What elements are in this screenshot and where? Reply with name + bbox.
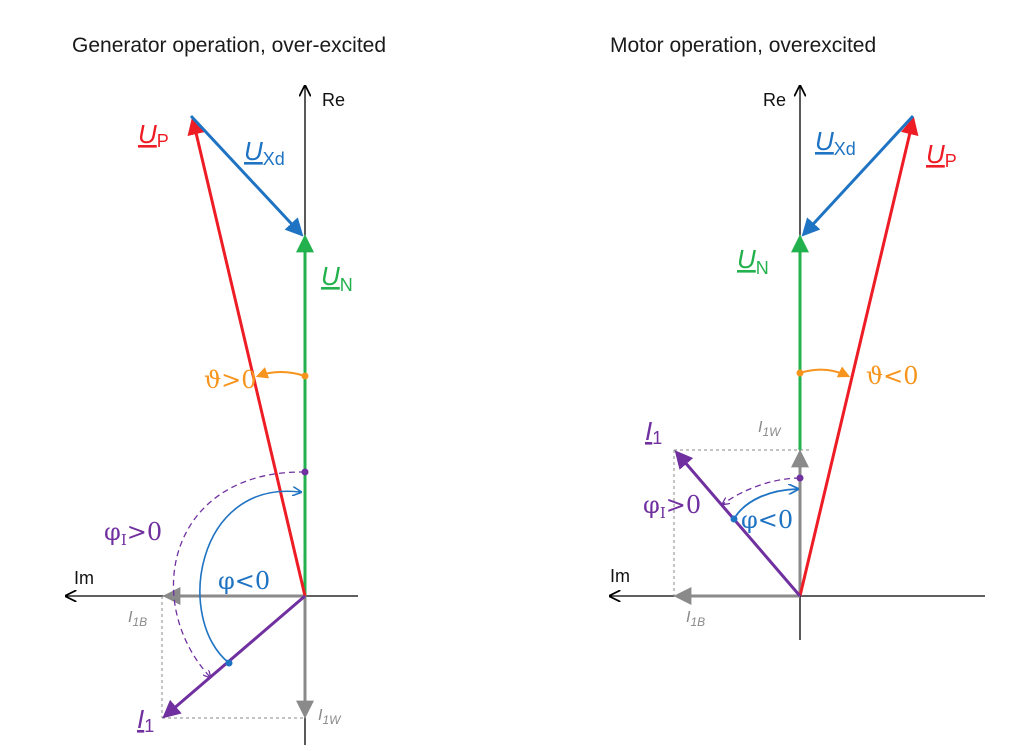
i1-label: I1 bbox=[137, 704, 154, 736]
up-label-main: U bbox=[138, 119, 157, 149]
uxd-phasor bbox=[189, 114, 304, 237]
theta-arc bbox=[799, 366, 851, 378]
uxd-label-sub: Xd bbox=[834, 139, 856, 159]
un-label-main: U bbox=[737, 244, 756, 274]
motor-diagram: Motor operation, overexcited Re Im UP bbox=[610, 34, 985, 640]
phi-i-label: φI>0 bbox=[643, 491, 701, 522]
motor-title: Motor operation, overexcited bbox=[610, 34, 876, 57]
up-label-sub: P bbox=[945, 151, 957, 171]
re-axis-label: Re bbox=[763, 90, 786, 110]
i1b-label: I1B bbox=[128, 609, 147, 629]
i1-label: I1 bbox=[645, 416, 662, 448]
i1b-label-main: I bbox=[686, 609, 691, 626]
un-label: UN bbox=[737, 244, 769, 278]
i1b-label-main: I bbox=[128, 609, 133, 626]
phi-i-dot bbox=[796, 474, 804, 482]
generator-diagram: Generator operation, over-excited Re Im bbox=[66, 34, 386, 745]
i1-label-main: I bbox=[137, 704, 144, 734]
theta-dot bbox=[796, 369, 804, 377]
phi-i-label-sub: I bbox=[660, 504, 666, 522]
uxd-label-main: U bbox=[815, 126, 834, 156]
phi-arc bbox=[199, 491, 300, 664]
im-axis-label: Im bbox=[74, 568, 94, 588]
i1b-label-sub: 1B bbox=[690, 615, 705, 629]
i1w-label-sub: 1W bbox=[322, 713, 342, 727]
up-phasor bbox=[798, 116, 919, 597]
phi-i-label-main: φ bbox=[104, 518, 121, 546]
up-label: UP bbox=[926, 139, 957, 171]
phi-label: φ<0 bbox=[741, 506, 793, 534]
re-axis-label: Re bbox=[322, 90, 345, 110]
i1w-label-sub: 1W bbox=[762, 425, 782, 439]
uxd-label-main: U bbox=[244, 136, 263, 166]
i1w-label: I1W bbox=[758, 419, 782, 439]
un-label-main: U bbox=[321, 261, 340, 291]
un-label-sub: N bbox=[340, 275, 353, 295]
phi-dot bbox=[730, 515, 738, 523]
im-axis-label: Im bbox=[610, 566, 630, 586]
phi-arc bbox=[733, 489, 797, 520]
uxd-label: UXd bbox=[244, 136, 285, 169]
uxd-label-sub: Xd bbox=[263, 149, 285, 169]
uxd-label: UXd bbox=[815, 126, 856, 159]
theta-label: ϑ<0 bbox=[866, 362, 919, 390]
i1w-label: I1W bbox=[318, 707, 342, 727]
un-label: UN bbox=[321, 261, 353, 295]
phi-i-label-rest: >0 bbox=[127, 518, 162, 546]
i1w-label-main: I bbox=[758, 419, 763, 436]
theta-arc bbox=[255, 367, 306, 379]
phi-dot bbox=[225, 659, 233, 667]
up-label-main: U bbox=[926, 139, 945, 169]
phi-i-arc bbox=[172, 471, 306, 677]
i1b-label-sub: 1B bbox=[132, 615, 147, 629]
up-label: UP bbox=[138, 119, 169, 151]
i1-label-sub: 1 bbox=[144, 716, 154, 736]
i1-phasor bbox=[674, 450, 802, 597]
phi-i-label-rest: >0 bbox=[666, 491, 701, 519]
up-label-sub: P bbox=[157, 131, 169, 151]
phi-i-arc bbox=[723, 477, 801, 504]
phi-label: φ<0 bbox=[218, 567, 270, 595]
theta-label: ϑ>0 bbox=[204, 366, 257, 394]
uxd-phasor bbox=[801, 114, 915, 237]
i1w-label-main: I bbox=[318, 707, 323, 724]
generator-title: Generator operation, over-excited bbox=[72, 34, 386, 57]
i1-label-main: I bbox=[645, 416, 652, 446]
phi-i-dot bbox=[301, 468, 309, 476]
i1b-label: I1B bbox=[686, 609, 705, 629]
phi-i-label: φI>0 bbox=[104, 518, 162, 549]
up-phasor bbox=[187, 116, 307, 597]
i1-phasor bbox=[162, 594, 306, 719]
theta-dot bbox=[301, 372, 309, 380]
un-label-sub: N bbox=[756, 258, 769, 278]
i1-label-sub: 1 bbox=[652, 428, 662, 448]
phi-i-label-sub: I bbox=[121, 531, 127, 549]
phi-i-label-main: φ bbox=[643, 491, 660, 519]
